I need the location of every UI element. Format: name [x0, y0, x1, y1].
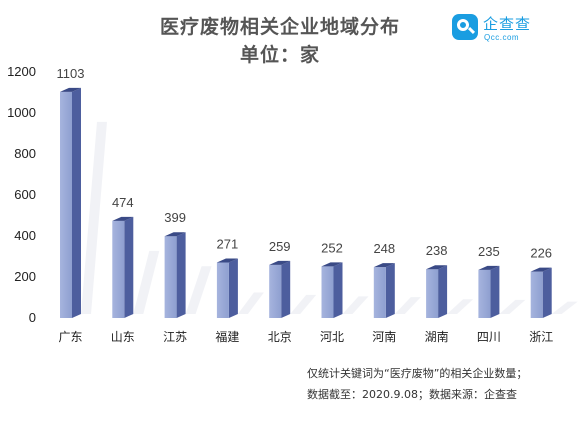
data-label: 248	[373, 241, 395, 256]
bar	[60, 91, 72, 318]
bar-top	[216, 258, 238, 263]
footnote-scope: 仅统计关键词为“医疗废物”的相关企业数量；	[307, 367, 528, 380]
bar	[373, 267, 386, 318]
data-label: 271	[217, 236, 239, 251]
bar-side	[176, 232, 186, 318]
bar-top	[321, 262, 343, 267]
bar-shadow	[237, 292, 264, 314]
bar-shadow	[447, 299, 474, 314]
bar-shadow	[185, 266, 212, 314]
x-tick-label: 浙江	[529, 330, 553, 344]
brand-logo: 企查查 Qcc.com	[452, 10, 572, 50]
bar-side	[385, 263, 395, 318]
y-tick-label: 600	[14, 187, 36, 202]
bar	[321, 266, 334, 318]
bar-side	[281, 260, 291, 318]
chart-title: 医疗废物相关企业地域分布	[159, 16, 400, 38]
x-tick-label: 广东	[58, 330, 82, 344]
data-label: 235	[478, 244, 500, 259]
magnifier-icon	[452, 14, 478, 40]
bar-top	[373, 263, 395, 268]
data-label: 238	[426, 243, 448, 258]
bar	[269, 264, 282, 318]
y-tick-label: 1000	[7, 105, 36, 120]
bar-shadow	[290, 294, 317, 314]
bar-side	[72, 87, 81, 318]
bar-top	[478, 265, 500, 270]
x-tick-label: 福建	[215, 329, 239, 344]
brand-name: 企查查	[483, 15, 532, 33]
data-label: 1103	[57, 66, 85, 81]
x-tick-label: 河南	[372, 329, 396, 344]
bar-side	[438, 265, 448, 318]
y-tick-label: 0	[29, 310, 36, 325]
data-label: 252	[321, 240, 343, 255]
bar-shadow	[81, 121, 107, 314]
data-label: 474	[112, 195, 134, 210]
bar-side	[333, 262, 343, 318]
bar-shadow	[394, 297, 421, 314]
bar-side	[124, 216, 134, 318]
bar-top	[426, 265, 448, 270]
x-tick-label: 江苏	[163, 330, 187, 344]
bar-top	[112, 216, 134, 221]
bar	[164, 236, 177, 318]
y-tick-label: 1200	[7, 64, 36, 79]
bar-side	[542, 267, 552, 318]
bar-top	[164, 232, 186, 237]
footnote-source: 数据截至：2020.9.08；数据来源：企查查	[307, 388, 517, 401]
bar-top	[60, 87, 81, 92]
x-tick-label: 山东	[111, 330, 135, 344]
bar-shadow	[551, 301, 578, 314]
x-tick-label: 四川	[477, 330, 501, 344]
bar	[426, 269, 439, 318]
bar	[112, 220, 125, 318]
chart-subtitle: 单位：家	[239, 44, 320, 66]
data-label: 399	[164, 210, 186, 225]
bar-top	[530, 267, 552, 272]
data-label: 226	[530, 246, 552, 261]
bar-shadow	[133, 250, 160, 314]
bar	[530, 271, 543, 318]
y-tick-label: 400	[14, 228, 36, 243]
y-tick-label: 800	[14, 146, 36, 161]
bar-side	[228, 258, 238, 318]
y-tick-label: 200	[14, 269, 36, 284]
bar-top	[269, 260, 291, 265]
data-label: 259	[269, 239, 291, 254]
x-tick-label: 湖南	[425, 329, 449, 344]
x-tick-label: 河北	[320, 330, 344, 344]
bar-side	[490, 265, 500, 318]
bar-shadow	[342, 296, 369, 314]
x-tick-label: 北京	[268, 330, 292, 344]
brand-domain: Qcc.com	[484, 33, 520, 42]
bar	[216, 262, 229, 318]
bar	[478, 269, 491, 318]
bar-shadow	[499, 299, 526, 314]
